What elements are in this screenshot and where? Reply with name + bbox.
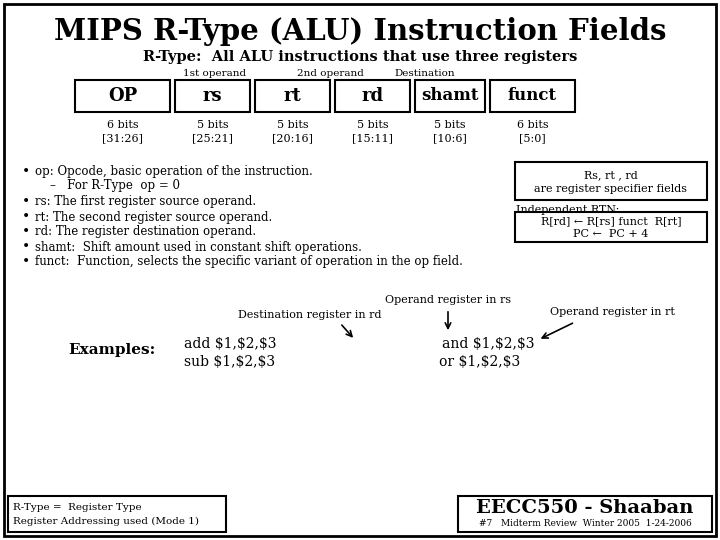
Text: add $1,$2,$3: add $1,$2,$3 — [184, 337, 276, 351]
Text: #7   Midterm Review  Winter 2005  1-24-2006: #7 Midterm Review Winter 2005 1-24-2006 — [479, 518, 691, 528]
Text: rt: The second register source operand.: rt: The second register source operand. — [35, 211, 272, 224]
Text: rd: The register destination operand.: rd: The register destination operand. — [35, 226, 256, 239]
Bar — [515, 162, 707, 200]
Text: Operand register in rt: Operand register in rt — [549, 307, 675, 317]
Text: op: Opcode, basic operation of the instruction.: op: Opcode, basic operation of the instr… — [35, 165, 312, 179]
Text: [5:0]: [5:0] — [519, 133, 546, 143]
Text: rt: rt — [284, 87, 302, 105]
Text: and $1,$2,$3: and $1,$2,$3 — [442, 337, 534, 351]
Text: 1st operand: 1st operand — [184, 70, 246, 78]
Text: shamt:  Shift amount used in constant shift operations.: shamt: Shift amount used in constant shi… — [35, 240, 362, 253]
Text: rd: rd — [361, 87, 384, 105]
Text: •: • — [22, 240, 30, 254]
Text: [10:6]: [10:6] — [433, 133, 467, 143]
Bar — [75, 80, 170, 112]
Text: •: • — [22, 195, 30, 209]
Text: 5 bits: 5 bits — [434, 120, 466, 130]
Text: Examples:: Examples: — [68, 343, 156, 357]
Text: rs: The first register source operand.: rs: The first register source operand. — [35, 195, 256, 208]
Text: –   For R-Type  op = 0: – For R-Type op = 0 — [35, 179, 180, 192]
Bar — [458, 496, 712, 532]
Text: Register Addressing used (Mode 1): Register Addressing used (Mode 1) — [13, 517, 199, 526]
Text: •: • — [22, 165, 30, 179]
Bar — [8, 496, 226, 532]
Bar — [255, 80, 330, 112]
Bar — [415, 80, 485, 112]
Text: 5 bits: 5 bits — [276, 120, 308, 130]
Text: •: • — [22, 225, 30, 239]
Text: Destination: Destination — [395, 70, 455, 78]
Text: 5 bits: 5 bits — [197, 120, 228, 130]
Text: OP: OP — [108, 87, 137, 105]
Bar — [490, 80, 575, 112]
Text: [20:16]: [20:16] — [272, 133, 313, 143]
Text: funct: funct — [508, 87, 557, 105]
Text: 6 bits: 6 bits — [107, 120, 138, 130]
Text: sub $1,$2,$3: sub $1,$2,$3 — [184, 355, 276, 369]
Text: R[rd] ← R[rs] funct  R[rt]: R[rd] ← R[rs] funct R[rt] — [541, 217, 681, 227]
Text: 2nd operand: 2nd operand — [297, 70, 364, 78]
Text: Operand register in rs: Operand register in rs — [385, 295, 511, 305]
Text: [25:21]: [25:21] — [192, 133, 233, 143]
Text: 6 bits: 6 bits — [517, 120, 549, 130]
Text: or $1,$2,$3: or $1,$2,$3 — [439, 355, 521, 369]
Bar — [335, 80, 410, 112]
Text: •: • — [22, 210, 30, 224]
Text: R-Type:  All ALU instructions that use three registers: R-Type: All ALU instructions that use th… — [143, 50, 577, 64]
Text: funct:  Function, selects the specific variant of operation in the op field.: funct: Function, selects the specific va… — [35, 255, 463, 268]
Text: Independent RTN:: Independent RTN: — [516, 205, 619, 215]
Text: MIPS R-Type (ALU) Instruction Fields: MIPS R-Type (ALU) Instruction Fields — [54, 17, 666, 46]
Text: Rs, rt , rd: Rs, rt , rd — [584, 170, 638, 180]
Text: [31:26]: [31:26] — [102, 133, 143, 143]
Bar — [515, 212, 707, 242]
Bar — [175, 80, 250, 112]
Text: rs: rs — [203, 87, 222, 105]
Text: EECC550 - Shaaban: EECC550 - Shaaban — [477, 498, 693, 517]
Text: 5 bits: 5 bits — [356, 120, 388, 130]
Text: are register specifier fields: are register specifier fields — [534, 184, 688, 194]
Text: Destination register in rd: Destination register in rd — [238, 310, 382, 320]
Text: shamt: shamt — [421, 87, 479, 105]
Text: •: • — [22, 255, 30, 269]
Text: [15:11]: [15:11] — [352, 133, 393, 143]
Text: PC ←  PC + 4: PC ← PC + 4 — [573, 228, 649, 239]
Text: R-Type =  Register Type: R-Type = Register Type — [13, 503, 142, 512]
